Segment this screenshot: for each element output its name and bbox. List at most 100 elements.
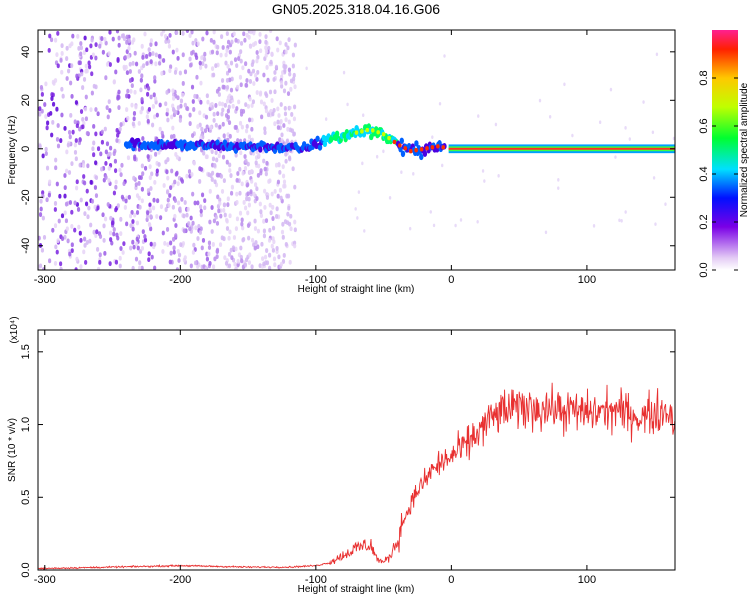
spectrogram-cell	[88, 64, 92, 70]
spectrogram-cell	[274, 162, 279, 168]
spectrogram-cell	[94, 233, 98, 239]
spectrogram-cell	[197, 224, 201, 229]
spectrogram-cell	[277, 113, 281, 118]
spectrogram-cell	[153, 241, 157, 247]
spectrogram-cell	[281, 234, 285, 240]
spectrogram-cell	[176, 249, 180, 254]
spectrogram-ridge-cell	[400, 150, 406, 158]
spectrogram-cell	[233, 57, 238, 63]
spectrogram-cell	[193, 260, 198, 266]
spectrogram-cell	[271, 216, 275, 221]
spectrogram-cell	[132, 37, 136, 43]
spectrogram-cell	[429, 210, 432, 214]
spectrogram-cell	[226, 64, 230, 69]
spectrogram-cell	[128, 61, 132, 67]
spectrogram-cell	[181, 52, 185, 58]
spectrogram-cell	[220, 111, 224, 117]
spectrogram-cell	[571, 133, 574, 138]
spectrogram-cell	[215, 247, 220, 253]
spectrogram-cell	[162, 183, 166, 188]
spectrogram-cell	[255, 90, 259, 95]
spectrogram-cell	[170, 114, 174, 120]
spectrogram-cell	[143, 234, 147, 239]
spectrogram-cell	[55, 136, 60, 142]
y-tick-label: 40	[20, 46, 32, 58]
spectrogram-cell	[238, 210, 243, 216]
spectrogram-cell	[146, 154, 150, 159]
spectrogram-cell	[179, 177, 184, 183]
spectrogram-cell	[208, 188, 212, 194]
spectrogram-cell	[204, 114, 209, 120]
spectrogram-cell	[145, 114, 149, 120]
spectrogram-cell	[271, 247, 276, 253]
spectrogram-cell	[100, 129, 104, 135]
spectrogram-cell	[94, 160, 98, 166]
spectrogram-cell	[241, 65, 245, 71]
spectrogram-cell	[265, 93, 269, 98]
spectrogram-cell	[109, 230, 113, 236]
spectrogram-cell	[357, 190, 361, 194]
spectrogram-cell	[91, 146, 95, 152]
spectrogram-cell	[173, 179, 177, 185]
spectrogram-cell	[59, 266, 63, 270]
spectrogram-cell	[61, 93, 65, 99]
spectrogram-cell	[231, 103, 235, 109]
spectrogram-cell	[203, 205, 207, 211]
spectrogram-cell	[239, 111, 244, 117]
spectrogram-cell	[212, 111, 216, 117]
spectrogram-cell	[60, 86, 64, 92]
spectrogram-cell	[263, 188, 267, 194]
spectrogram-cell	[48, 33, 52, 39]
spectrogram-cell	[221, 154, 226, 160]
spectrogram-cell	[254, 240, 258, 245]
spectrogram-cell	[134, 104, 138, 110]
spectrogram-cell	[148, 164, 152, 170]
spectrogram-cell	[151, 205, 156, 211]
spectrogram-cell	[281, 221, 285, 227]
spectrogram-cell	[256, 70, 260, 75]
spectrogram-cell	[86, 163, 90, 169]
spectrogram-cell	[672, 136, 675, 141]
snr-x-label: Height of straight line (km)	[298, 584, 415, 595]
spectrogram-cell	[281, 173, 286, 179]
snr-y-label: SNR (10 * v/v)	[7, 418, 18, 482]
spectrogram-cell	[56, 238, 60, 244]
spectrogram-cell	[131, 265, 135, 270]
spectrogram-cell	[152, 92, 156, 98]
spectrogram-cell	[199, 99, 203, 105]
spectrogram-cell	[281, 164, 285, 170]
spectrogram-cell	[94, 193, 99, 199]
spectrogram-cell	[557, 186, 560, 190]
spectrogram-cell	[165, 189, 170, 195]
spectrogram-x-label: Height of straight line (km)	[298, 284, 415, 295]
spectrogram-cell	[280, 229, 285, 235]
spectrogram-cell	[174, 233, 178, 239]
spectrogram-cell	[234, 37, 238, 43]
spectrogram-cell	[47, 47, 51, 53]
spectrogram-cell	[229, 173, 233, 178]
spectrogram-cell	[66, 238, 70, 244]
spectrogram-cell	[79, 197, 83, 203]
y-tick-label: 1.5	[20, 344, 32, 359]
spectrogram-cell	[270, 98, 274, 103]
spectrogram-cell	[189, 263, 193, 269]
spectrogram-cell	[247, 196, 251, 202]
spectrogram-cell	[279, 195, 283, 201]
spectrogram-cell	[103, 250, 107, 256]
spectrogram-cell	[548, 114, 552, 119]
spectrogram-cell	[246, 223, 251, 228]
spectrogram-cell	[431, 135, 434, 139]
spectrogram-cell	[216, 111, 220, 117]
spectrogram-ridge-cell	[315, 135, 320, 142]
spectrogram-cell	[112, 151, 116, 156]
spectrogram-cell	[82, 249, 86, 255]
spectrogram-cell	[118, 167, 122, 173]
spectrogram-cell	[141, 55, 145, 60]
spectrogram-cell	[113, 158, 118, 164]
spectrogram-cell	[167, 38, 171, 44]
spectrogram-cell	[131, 219, 135, 224]
spectrogram-cell	[65, 56, 69, 61]
spectrogram-cell	[260, 241, 264, 247]
chart-title: GN05.2025.318.04.16.G06	[272, 1, 440, 17]
spectrogram-cell	[145, 61, 149, 66]
